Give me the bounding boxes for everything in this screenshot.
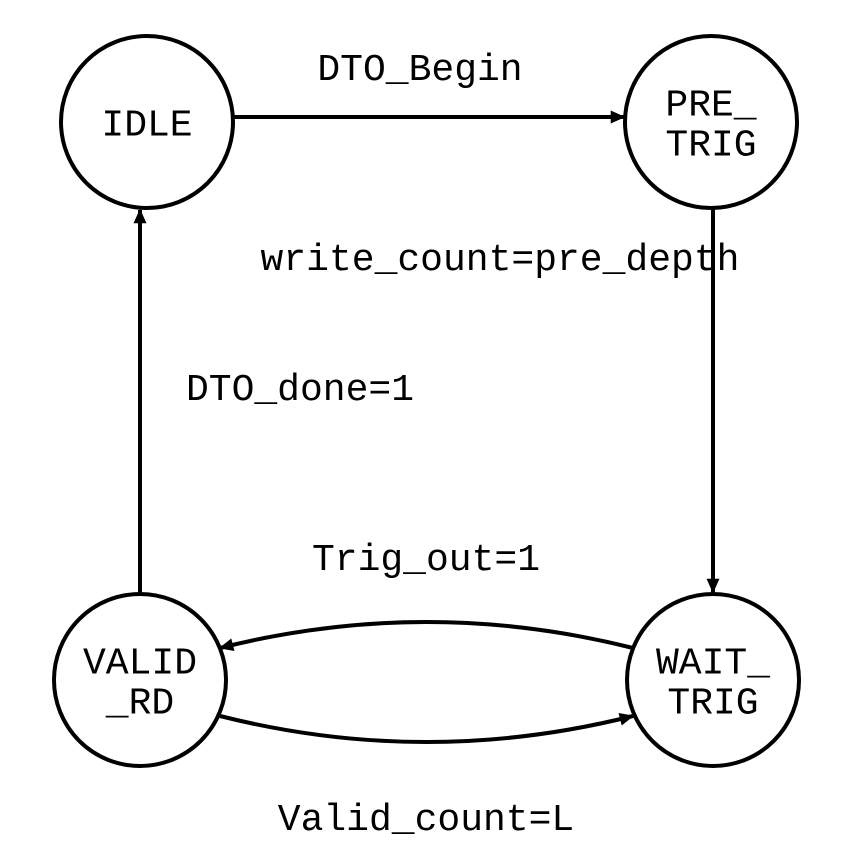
state-pre_trig-label: PRE_ xyxy=(665,84,756,127)
state-wait_trig-label: WAIT_ xyxy=(656,642,770,685)
arrowhead xyxy=(707,579,718,592)
arrowhead xyxy=(619,714,633,725)
state-idle-label: IDLE xyxy=(101,104,192,147)
arrowhead xyxy=(611,111,624,122)
edge-waittrig-to-validrd xyxy=(220,622,633,648)
label-waittrig-to-validrd: Trig_out=1 xyxy=(312,539,540,582)
edge-validrd-to-waittrig xyxy=(220,716,633,742)
state-wait_trig-label: TRIG xyxy=(667,682,758,725)
label-validrd-to-waittrig: Valid_count=L xyxy=(278,799,574,842)
label-validrd-to-idle: DTO_done=1 xyxy=(186,369,414,412)
state-valid_rd-label: _RD xyxy=(105,682,174,725)
state-valid_rd-label: VALID xyxy=(83,642,197,685)
label-pretrig-to-waittrig: write_count=pre_depth xyxy=(261,239,740,282)
arrowhead xyxy=(134,210,145,223)
state-diagram: DTO_Begin write_count=pre_depth Trig_out=1… xyxy=(0,0,849,861)
label-idle-to-pretrig: DTO_Begin xyxy=(317,49,522,92)
state-pre_trig-label: TRIG xyxy=(665,124,756,167)
